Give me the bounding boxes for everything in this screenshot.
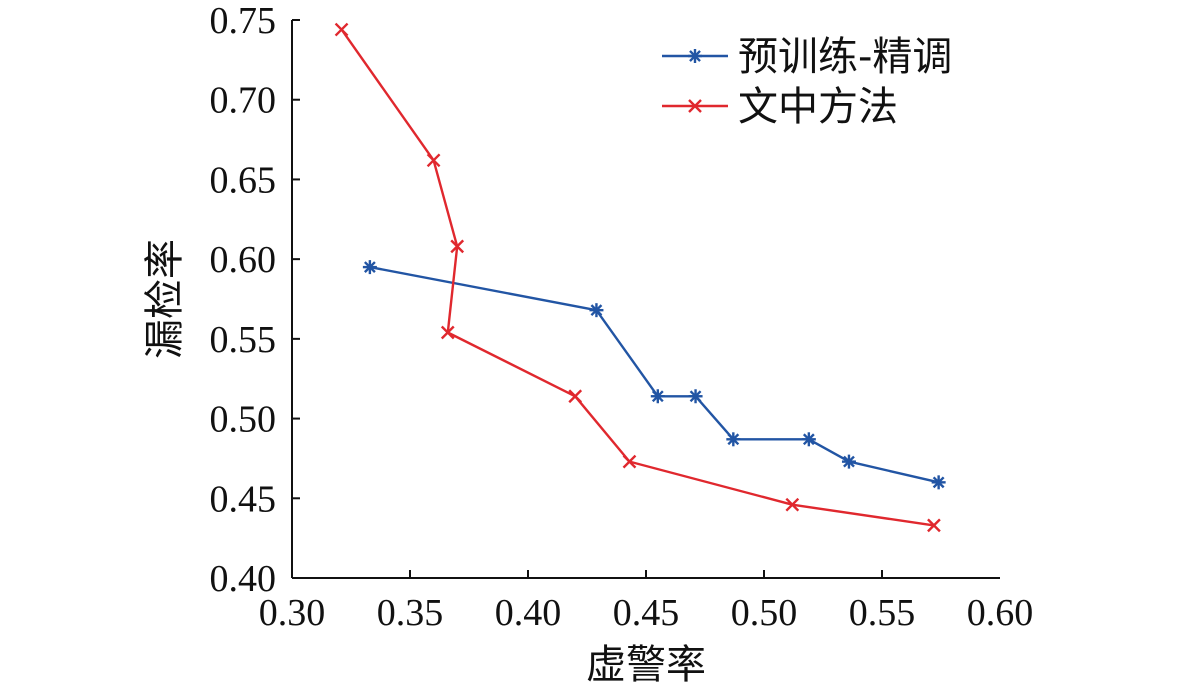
data-point [589, 303, 604, 318]
data-point [688, 389, 703, 404]
marker-stroke [568, 389, 583, 404]
x-tick-label: 0.50 [731, 592, 798, 634]
marker-stroke [622, 454, 637, 469]
marker-stroke [689, 50, 701, 62]
data-point [450, 239, 465, 254]
y-tick-label: 0.65 [210, 159, 277, 201]
data-point [931, 475, 946, 490]
series [334, 22, 946, 533]
data-point [785, 497, 800, 512]
x-tick-label: 0.45 [613, 592, 680, 634]
y-tick-label: 0.60 [210, 239, 277, 281]
marker-stroke [426, 153, 441, 168]
marker-stroke [688, 99, 702, 113]
data-point [650, 389, 665, 404]
data-point [568, 389, 583, 404]
legend-label: 文中方法 [738, 84, 898, 130]
x-tick-label: 0.60 [967, 592, 1034, 634]
legend-label: 预训练-精调 [738, 34, 952, 80]
data-point [362, 260, 377, 275]
data-point [726, 432, 741, 447]
marker-stroke [334, 22, 349, 37]
series-line [369, 265, 939, 484]
x-tick-label: 0.40 [495, 592, 562, 634]
marker-stroke [440, 325, 455, 340]
data-point [927, 518, 941, 533]
marker-stroke [802, 433, 815, 446]
y-tick-label: 0.50 [210, 399, 277, 441]
marker-stroke [843, 455, 855, 468]
x-tick-label: 0.35 [377, 592, 444, 634]
marker-stroke [927, 518, 941, 533]
y-tick-label: 0.55 [210, 319, 277, 361]
y-tick-label: 0.70 [210, 80, 277, 122]
marker-stroke [689, 390, 702, 403]
data-point [622, 454, 637, 469]
data-point [426, 153, 441, 168]
legend-item: 预训练-精调 [662, 34, 952, 80]
series-line [340, 28, 935, 527]
data-point [334, 22, 349, 37]
legend-item: 文中方法 [662, 84, 898, 130]
series-1 [362, 260, 946, 490]
data-point [801, 432, 816, 447]
series-2 [334, 22, 941, 533]
y-axis-title: 漏检率 [142, 239, 188, 359]
y-tick-label: 0.40 [210, 558, 277, 600]
marker-stroke [590, 304, 603, 317]
data-point [841, 454, 856, 469]
marker-stroke [727, 433, 740, 446]
marker-stroke [450, 239, 465, 254]
marker-stroke [651, 390, 664, 403]
marker-stroke [932, 476, 945, 489]
marker-stroke [785, 497, 800, 512]
y-tick-label: 0.75 [210, 0, 277, 42]
y-tick-label: 0.45 [210, 478, 277, 520]
data-point [440, 325, 455, 340]
x-axis-title: 虚警率 [586, 642, 706, 688]
x-tick-label: 0.55 [849, 592, 916, 634]
marker-stroke [363, 261, 376, 274]
x-tick-label: 0.30 [259, 592, 326, 634]
ticks: 0.30 0.35 0.40 0.45 0.50 0.55 0.60 0.40 0.45 0.50… [210, 0, 1034, 634]
